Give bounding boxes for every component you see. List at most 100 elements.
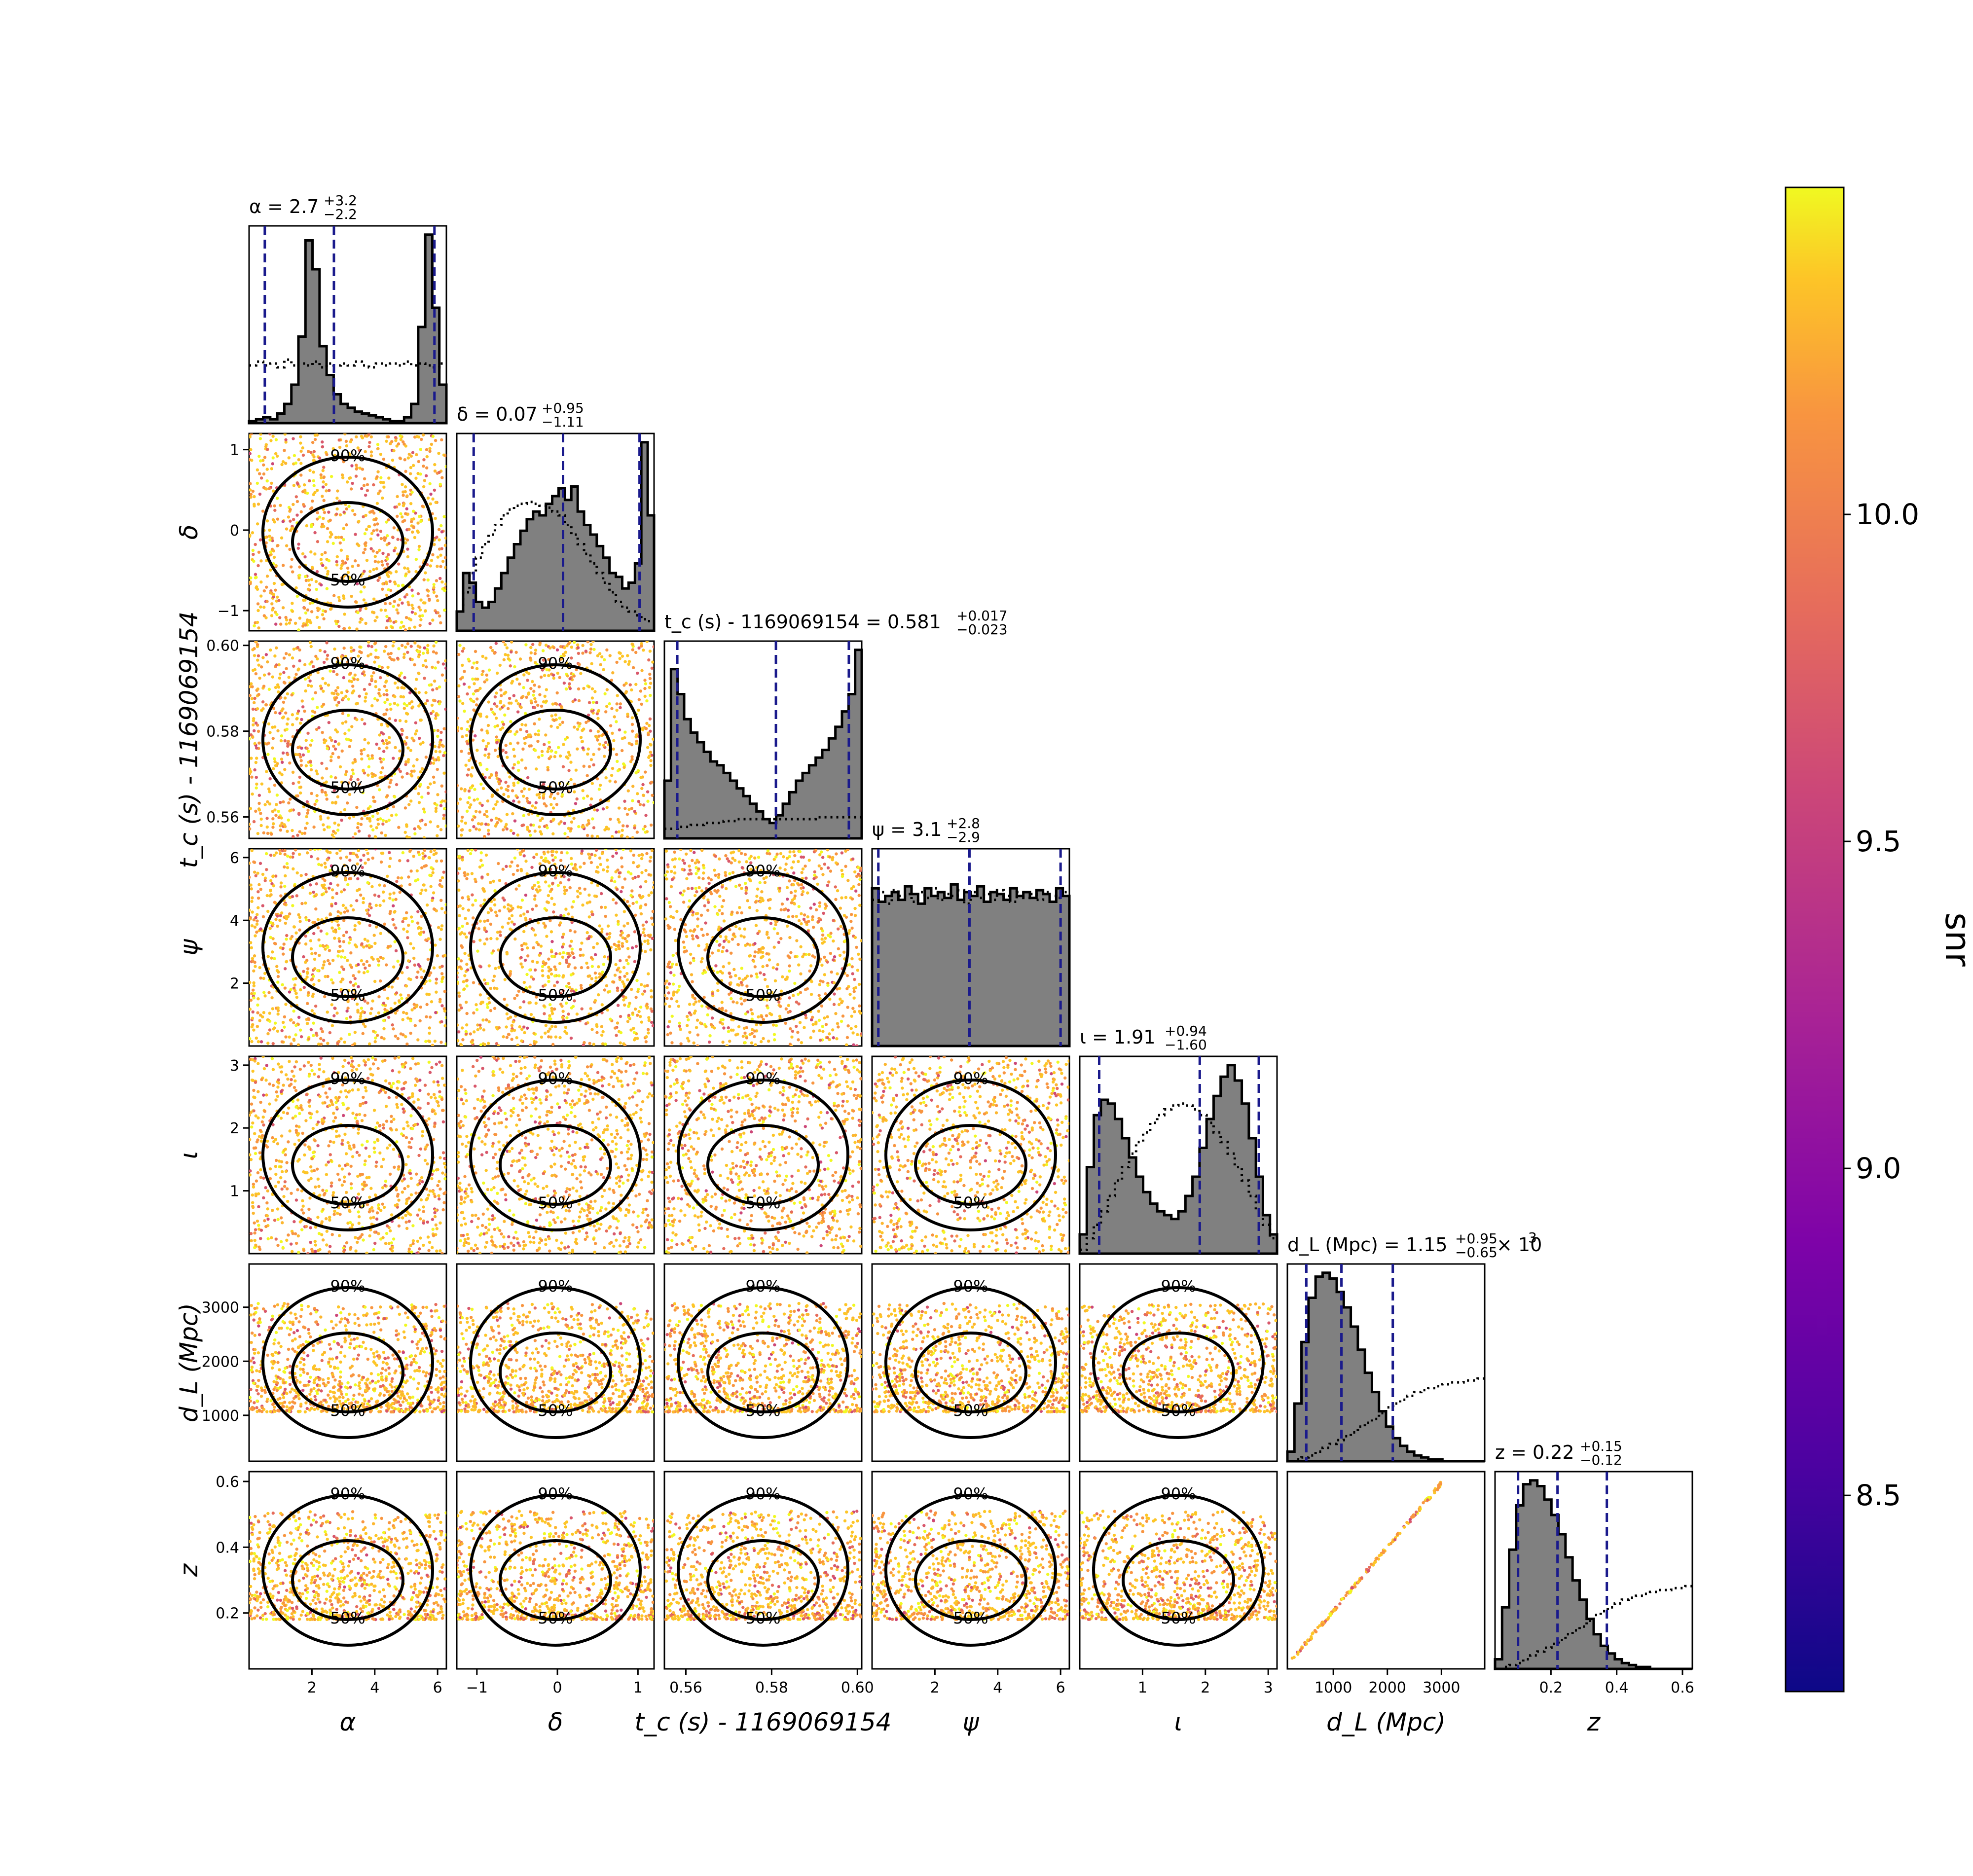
contour-label-90: 90% (538, 1069, 573, 1088)
x-tick-label: 2 (930, 1679, 940, 1696)
x-tick-label: 0.60 (841, 1679, 874, 1696)
x-tick-label: 6 (433, 1679, 442, 1696)
contour-label-90: 90% (330, 1484, 365, 1503)
scatter-iota-z: 50% 90% (1078, 1472, 1279, 1669)
scatter-tc-iota: 50%90% (663, 1055, 863, 1255)
x-tick-label: 4 (993, 1679, 1002, 1696)
y-tick-label: 3000 (202, 1299, 239, 1317)
contour-label-90: 90% (330, 1277, 365, 1296)
contour-label-90: 90% (330, 862, 365, 880)
y-axis-label: z (175, 1563, 203, 1577)
hist-frame-ra (249, 226, 446, 423)
y-axis-label: ι (175, 1151, 203, 1159)
scatter-psi-dl: 50% 90% (871, 1264, 1071, 1461)
contour-label-90: 90% (953, 1277, 988, 1296)
contour-label-90: 90% (538, 1277, 573, 1296)
scatter-dec-tc: 50%90% (456, 640, 656, 839)
title-exponent: 3 (1528, 1229, 1537, 1246)
contour-label-50: 50% (745, 986, 780, 1005)
hist-title-ra: α = 2.7 (249, 196, 319, 217)
x-tick-label: 1 (633, 1679, 643, 1696)
y-tick-label: 0 (230, 522, 239, 540)
x-tick-label: −1 (466, 1679, 488, 1696)
scatter-ra-iota: 50%90% (248, 1055, 447, 1255)
x-tick-label: 3 (1264, 1679, 1273, 1696)
contour-label-50: 50% (953, 1401, 988, 1420)
contour-label-50: 50% (330, 571, 365, 589)
hist-title-tc: t_c (s) - 1169069154 = 0.581 (664, 611, 941, 633)
title-err-down: −2.2 (324, 206, 357, 222)
contour-label-50: 50% (330, 986, 365, 1005)
y-tick-label: 4 (230, 912, 239, 930)
colorbar-tick-label: 9.0 (1856, 1152, 1901, 1185)
y-tick-label: 2 (230, 975, 239, 993)
y-tick-label: 0.4 (216, 1539, 239, 1556)
x-tick-label: 0.58 (755, 1679, 788, 1696)
y-tick-label: 2 (230, 1120, 239, 1137)
contour-label-90: 90% (953, 1069, 988, 1088)
title-err-down: −1.60 (1165, 1037, 1207, 1053)
x-axis-label: α (340, 1708, 356, 1736)
scatter-ra-dl: 50%90% (248, 1264, 448, 1461)
x-tick-label: 2000 (1369, 1679, 1406, 1696)
histogram-dl: d_L (Mpc) = 1.15+0.95−0.65× 103 (1287, 1229, 1542, 1461)
title-err-down: −0.12 (1580, 1452, 1622, 1468)
contour-label-90: 90% (953, 1484, 988, 1503)
contour-label-90: 90% (330, 446, 365, 465)
contour-label-50: 50% (1161, 1609, 1196, 1627)
contour-label-90: 90% (538, 654, 573, 673)
x-tick-label: 4 (370, 1679, 379, 1696)
contour-label-50: 50% (953, 1193, 988, 1212)
scatter-ra-dec: 50% 90% (248, 432, 448, 631)
contour-label-90: 90% (330, 654, 365, 673)
contour-label-90: 90% (330, 1069, 365, 1088)
histogram-iota: ι = 1.91+0.94−1.60 (1080, 1023, 1277, 1254)
contour-label-90: 90% (745, 1277, 780, 1296)
contour-label-50: 50% (330, 1609, 365, 1627)
scatter-iota-dl: 50%90% (1078, 1264, 1279, 1461)
hist-title-dl: d_L (Mpc) = 1.15 (1287, 1234, 1447, 1256)
y-tick-label: 1 (230, 1183, 239, 1200)
y-tick-label: 2000 (202, 1353, 239, 1371)
scatter-frame (1287, 1472, 1485, 1669)
scatter-dec-iota: 50% 90% (455, 1055, 655, 1255)
scatter-psi-iota: 50% 90% (871, 1055, 1071, 1255)
x-axis-label: d_L (Mpc) (1326, 1708, 1446, 1736)
y-axis-label: t_c (s) - 1169069154 (175, 612, 203, 868)
x-tick-label: 1 (1138, 1679, 1147, 1696)
x-tick-label: 0.4 (1605, 1679, 1629, 1696)
scatter-ra-z: 50% 90% (248, 1472, 448, 1669)
histogram-ra: α = 2.7+3.2−2.2 (249, 192, 446, 423)
x-tick-label: 3000 (1423, 1679, 1460, 1696)
contour-label-90: 90% (745, 862, 780, 880)
colorbar-tick-label: 9.5 (1856, 825, 1901, 858)
colorbar-tick-label: 8.5 (1856, 1479, 1901, 1512)
x-axis-dl: 1000 2000 3000 d_L (Mpc) (1315, 1669, 1461, 1736)
scatter-tc-dl: 50%90% (663, 1264, 863, 1461)
y-tick-label: 6 (230, 850, 239, 867)
snr-colorbar: 8.59.09.510.0 snr (1786, 187, 1973, 1692)
x-tick-label: 0.6 (1671, 1679, 1694, 1696)
contour-label-90: 90% (1161, 1484, 1196, 1503)
x-tick-label: 0.56 (669, 1679, 702, 1696)
contour-label-90: 90% (745, 1484, 780, 1503)
title-err-down: −2.9 (947, 829, 980, 845)
contour-label-50: 50% (538, 1193, 573, 1212)
scatter-dec-psi: 50%90% (455, 847, 656, 1047)
contour-label-50: 50% (953, 1609, 988, 1627)
scatter-dec-z: 50%90% (455, 1472, 656, 1669)
scatter-ra-tc: 50%90% (248, 640, 448, 840)
y-tick-label: 0.56 (206, 809, 239, 827)
x-tick-label: 1000 (1315, 1679, 1352, 1696)
contour-label-90: 90% (745, 1069, 780, 1088)
contour-label-50: 50% (538, 986, 573, 1005)
hist-title-iota: ι = 1.91 (1080, 1026, 1155, 1048)
scatter-tc-psi: 50% 90% (663, 848, 864, 1047)
x-tick-label: 2 (1201, 1679, 1210, 1696)
scatter-ra-psi: 50% 90% (248, 847, 448, 1047)
